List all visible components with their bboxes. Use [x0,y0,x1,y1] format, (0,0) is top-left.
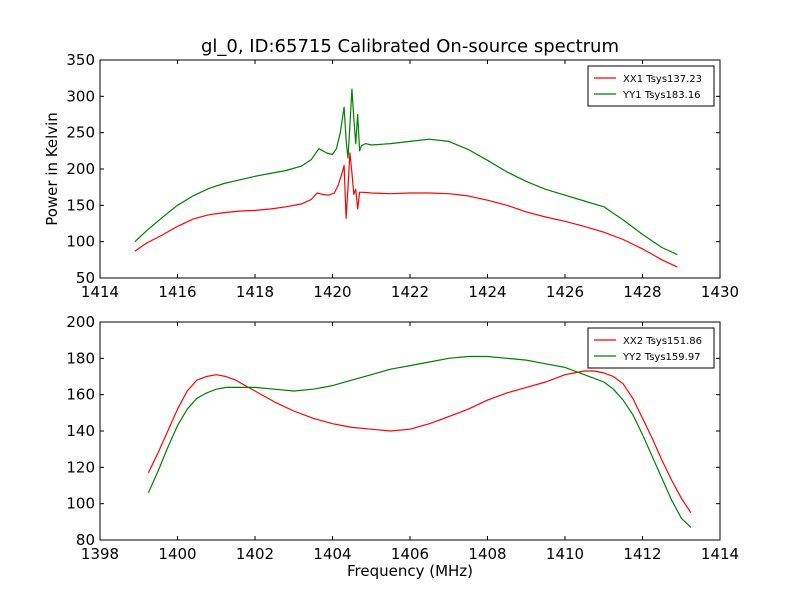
y-axis-label: Power in Kelvin [43,112,61,226]
x-tick-label: 1412 [623,545,661,563]
x-tick-label: 1424 [468,283,506,301]
x-tick-label: 1414 [701,545,739,563]
figure-title: gl_0, ID:65715 Calibrated On-source spec… [201,36,619,57]
x-tick-label: 1430 [701,283,739,301]
y-tick-label: 350 [66,51,95,69]
y-tick-label: 150 [66,196,95,214]
y-tick-label: 80 [76,531,95,549]
y-tick-label: 200 [66,313,95,331]
series-line-yy2 [147,355,692,528]
legend-label: XX2 Tsys151.86 [623,336,702,347]
bottom-spectrum-panel: 1398 1400 1402 1404 1406 1408 1410 1412 1414 80 10… [66,313,739,563]
x-tick-label: 1414 [81,283,119,301]
y-tick-label: 180 [66,349,95,367]
y-tick-label: 120 [66,458,95,476]
legend-box [587,65,715,107]
legend: XX2 Tsys151.86 YY2 Tsys159.97 [587,327,715,369]
series-line-xx1 [134,152,678,268]
x-tick-label: 1406 [391,545,429,563]
x-tick-label: 1418 [236,283,274,301]
legend: XX1 Tsys137.23 YY1 Tsys183.16 [587,65,715,107]
top-spectrum-panel: 1414 1416 1418 1420 1422 1424 1426 1428 1430 50 10… [66,51,739,301]
x-tick-label: 1420 [313,283,351,301]
x-tick-label: 1428 [623,283,661,301]
y-tick-label: 300 [66,87,95,105]
y-tick-label: 140 [66,422,95,440]
x-tick-label: 1404 [313,545,351,563]
x-tick-label: 1398 [81,545,119,563]
x-tick-label: 1402 [236,545,274,563]
x-tick-label: 1422 [391,283,429,301]
legend-box [587,327,715,369]
y-tick-label: 250 [66,124,95,142]
x-axis-label: Frequency (MHz) [347,562,473,580]
series-line-yy1 [134,88,678,256]
y-tick-label: 200 [66,160,95,178]
legend-label: XX1 Tsys137.23 [623,74,702,85]
y-tick-label: 50 [76,269,95,287]
x-tick-label: 1408 [468,545,506,563]
legend-label: YY1 Tsys183.16 [622,90,701,101]
y-tick-label: 100 [66,233,95,251]
x-tick-label: 1426 [546,283,584,301]
legend-label: YY2 Tsys159.97 [622,352,701,363]
x-tick-label: 1416 [158,283,196,301]
x-tick-label: 1400 [158,545,196,563]
series-line-xx2 [147,370,692,514]
x-tick-label: 1410 [546,545,584,563]
y-tick-label: 100 [66,495,95,513]
y-tick-label: 160 [66,386,95,404]
